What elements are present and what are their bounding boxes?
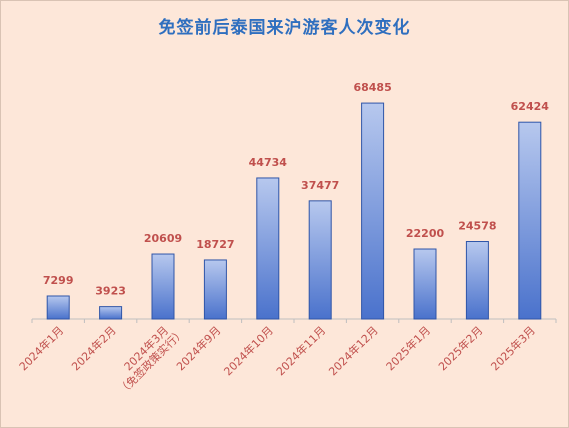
x-tick-label: 2025年3月: [488, 323, 538, 373]
x-tick-label-line: 2024年2月: [69, 323, 119, 373]
data-label: 22200: [406, 227, 445, 240]
x-tick-label: 2024年10月: [221, 323, 276, 378]
data-label: 37477: [301, 179, 339, 192]
x-tick-label-group: 2024年12月: [326, 323, 381, 378]
x-tick-label-group: 2025年2月: [435, 323, 485, 373]
bar: [256, 177, 280, 320]
x-tick-label-line: 2025年3月: [488, 323, 538, 373]
x-tick-label-group: 2024年1月: [16, 323, 66, 373]
x-tick-label: 2024年3月（免签政策实行）: [106, 316, 187, 397]
bar: [203, 259, 227, 320]
x-tick-label: 2025年1月: [383, 323, 433, 373]
x-tick-label-group: 2024年10月: [221, 323, 276, 378]
bar: [46, 295, 70, 320]
bar: [308, 200, 332, 320]
data-label: 68485: [353, 81, 391, 94]
bar: [361, 102, 385, 320]
x-tick-label: 2025年2月: [435, 323, 485, 373]
x-tick-label-group: 2024年11月: [273, 323, 328, 378]
bar: [151, 253, 175, 320]
x-tick-label-line: 2024年10月: [221, 323, 276, 378]
chart-title: 免签前后泰国来沪游客人次变化: [158, 18, 411, 38]
x-tick-label-group: 2025年3月: [488, 323, 538, 373]
bar: [99, 306, 123, 320]
x-tick-label-line: 2024年12月: [326, 323, 381, 378]
x-tick-label-group: 2024年2月: [69, 323, 119, 373]
bar: [413, 248, 437, 320]
x-tick-label: 2024年11月: [273, 323, 328, 378]
data-label: 62424: [511, 100, 550, 113]
x-tick-label: 2024年12月: [326, 323, 381, 378]
x-tick-label: 2024年2月: [69, 323, 119, 373]
data-label: 44734: [249, 156, 288, 169]
data-label: 7299: [43, 274, 74, 287]
data-label: 24578: [458, 220, 496, 233]
data-label: 20609: [144, 232, 182, 245]
x-tick-label-line: 2024年1月: [16, 323, 66, 373]
x-tick-label-group: 2025年1月: [383, 323, 433, 373]
x-tick-label-line: 2025年1月: [383, 323, 433, 373]
x-tick-label: 2024年1月: [16, 323, 66, 373]
bar: [465, 241, 489, 320]
data-label: 18727: [196, 238, 234, 251]
data-label: 3923: [95, 285, 126, 298]
x-tick-label-group: 2024年3月（免签政策实行）: [106, 316, 187, 397]
x-tick-label-line: 2025年2月: [435, 323, 485, 373]
x-tick-label-line: 2024年11月: [273, 323, 328, 378]
bar: [518, 121, 542, 320]
